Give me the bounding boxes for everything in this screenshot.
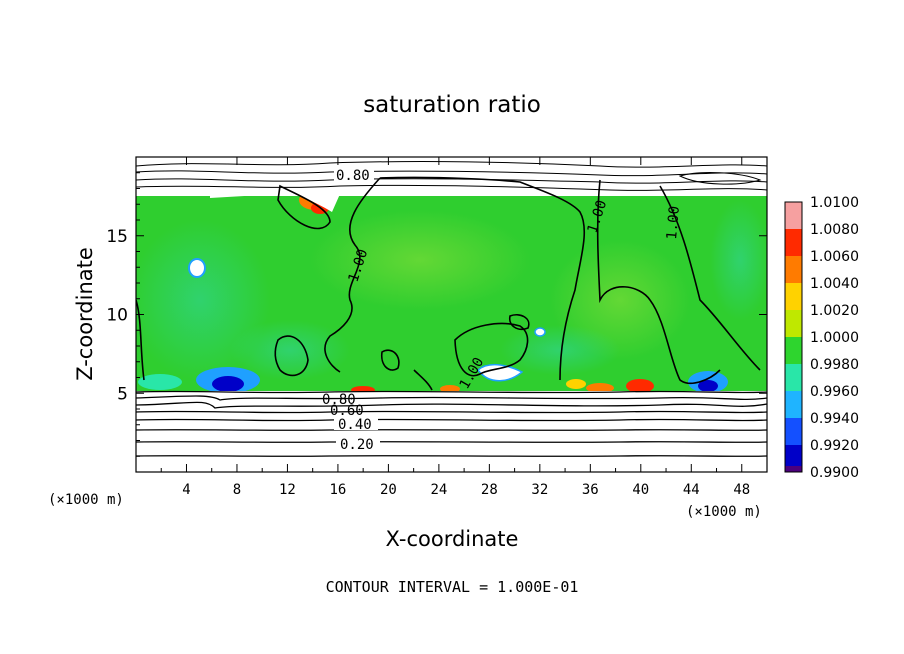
saturation-contours	[136, 176, 761, 391]
footer-contour-interval: CONTOUR INTERVAL = 1.000E-01	[326, 578, 579, 596]
unsaturated-patch	[300, 194, 340, 212]
colorbar-swatch	[785, 445, 802, 472]
y-tick-label: 15	[106, 227, 128, 247]
contour-label: 0.80	[336, 168, 370, 184]
y-tick-label: 5	[117, 384, 128, 404]
contour-label: 0.20	[340, 437, 374, 453]
contour-line	[136, 429, 767, 431]
colorbar-label: 1.0020	[810, 303, 859, 319]
contour-labels: 0.80 1.00 1.00 1.00 1.00 0.80 0.60 0.40 …	[322, 166, 683, 453]
x-tick-label: 32	[531, 482, 548, 498]
x-tick-label: 12	[279, 482, 296, 498]
x-tick-label: 20	[380, 482, 397, 498]
colorbar-label: 0.9900	[810, 465, 859, 481]
minimum-patch	[138, 374, 182, 390]
x-tick-label: 4	[182, 482, 190, 498]
maximum-patch	[566, 379, 586, 389]
x-axis-unit-right: (×1000 m)	[686, 504, 762, 520]
contour-line	[136, 395, 767, 401]
field-variation	[500, 325, 620, 375]
contour-line	[379, 176, 586, 381]
colorbar-swatch	[785, 364, 802, 391]
contour-line	[277, 184, 331, 230]
x-tick-label: 8	[233, 482, 241, 498]
colorbar-label: 1.0000	[810, 330, 859, 346]
colorbar-swatch	[785, 202, 802, 229]
maximum-patch	[626, 379, 654, 393]
contour-line	[136, 161, 767, 168]
y-axis-label: Z-coordinate	[73, 247, 97, 381]
contour-line	[136, 455, 767, 457]
contour-line	[413, 369, 433, 391]
x-tick-label: 16	[329, 482, 346, 498]
x-tick-label: 36	[582, 482, 599, 498]
minimum-patch	[698, 380, 718, 392]
colorbar-frame	[784, 201, 803, 473]
x-tick-label: 44	[683, 482, 700, 498]
contour-label: 0.40	[338, 417, 372, 433]
colorbar-swatch	[785, 466, 802, 472]
colorbar: 1.0100 1.0080 1.0060 1.0040 1.0020 1.0000 0.99…	[784, 195, 859, 481]
contour-line	[136, 299, 145, 381]
y-tick-label: 10	[106, 306, 128, 326]
contour-line	[678, 172, 762, 185]
x-axis-unit-left: (×1000 m)	[48, 492, 124, 508]
contour-line	[380, 349, 400, 371]
colorbar-label: 0.9980	[810, 357, 859, 373]
colorbar-label: 1.0040	[810, 276, 859, 292]
contour-line	[274, 335, 309, 377]
colorbar-swatch	[785, 337, 802, 364]
minimum-patch	[212, 376, 244, 392]
contour-line	[508, 313, 530, 331]
colorbar-swatch	[785, 229, 802, 256]
contour-line	[136, 390, 767, 394]
contour-line	[136, 418, 767, 422]
unsaturated-patch	[476, 363, 524, 382]
x-tick-label: 28	[481, 482, 498, 498]
contour-label: 0.60	[330, 403, 364, 419]
colorbar-label: 1.0080	[810, 222, 859, 238]
contour-line	[136, 441, 767, 443]
x-tick-label: 40	[632, 482, 649, 498]
contour-line	[136, 184, 767, 191]
x-tick-label: 48	[733, 482, 750, 498]
y-axis: 5 10 15	[106, 172, 767, 457]
maximum-patch	[586, 383, 614, 393]
colorbar-swatch	[785, 418, 802, 445]
field-variation	[310, 210, 530, 310]
colorbar-label: 0.9960	[810, 384, 859, 400]
lower-dry-region	[136, 391, 767, 472]
contour-line	[136, 401, 767, 409]
colorbar-label: 1.0060	[810, 249, 859, 265]
contour-line	[659, 185, 761, 371]
colorbar-swatch	[785, 391, 802, 418]
lower-contours	[136, 390, 767, 457]
colorbar-swatch	[785, 310, 802, 337]
colorbar-label: 0.9940	[810, 411, 859, 427]
x-axis: 4 8 12 16 20 24 28 32 36 40 44 48	[160, 157, 750, 498]
contour-label: 1.00	[664, 205, 683, 240]
chart-title: saturation ratio	[363, 92, 541, 118]
field-variation	[230, 320, 350, 380]
colorbar-label: 0.9920	[810, 438, 859, 454]
colorbar-label: 1.0100	[810, 195, 859, 211]
x-tick-label: 24	[430, 482, 447, 498]
contour-line	[454, 322, 529, 377]
colorbar-swatch	[785, 256, 802, 283]
plot-area: 0.80 1.00 1.00 1.00 1.00 0.80 0.60 0.40 …	[136, 157, 767, 472]
contour-line	[324, 177, 381, 373]
contour-line	[136, 170, 767, 177]
x-axis-label: X-coordinate	[386, 527, 519, 551]
contour-line	[136, 410, 767, 414]
unsaturated-patch	[534, 327, 546, 337]
unsaturated-patch	[188, 258, 206, 278]
contour-label: 0.80	[322, 392, 356, 408]
contour-line	[596, 179, 721, 385]
field-variation	[710, 200, 767, 320]
colorbar-swatch	[785, 283, 802, 310]
